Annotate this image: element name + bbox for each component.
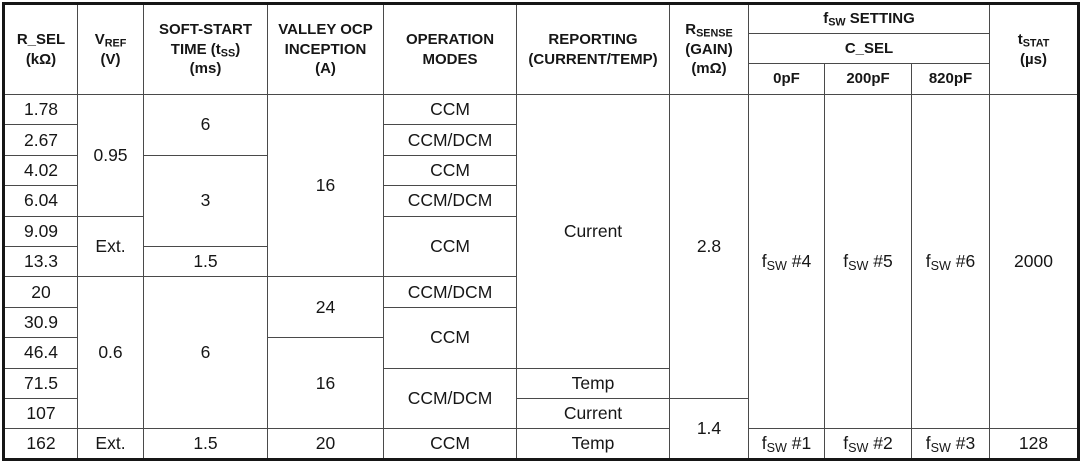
col-header-valley-ocp: VALLEY OCP INCEPTION (A) — [267, 3, 384, 95]
header-row-3: 0pF 200pF 820pF — [4, 63, 1079, 95]
cell-soft-start: 3 — [143, 154, 268, 248]
cell-valley-ocp: 16 — [267, 337, 384, 430]
table-row: 46.4 16 — [3, 337, 1079, 430]
table-row: 13.3 1.5 — [3, 246, 1079, 278]
cell-operation-mode: CCM/DCM — [383, 185, 517, 217]
cell-valley-ocp: 16 — [267, 93, 384, 278]
cell-t-stat: 128 — [989, 428, 1080, 460]
table-row: 162 Ext. 1.5 20 CCM Temp fSW #1 fSW #2 f… — [3, 428, 1080, 460]
table-row: 30.9 CCM — [3, 306, 1079, 369]
cell-fsw-820pf: fSW #6 — [910, 93, 991, 430]
cell-fsw-200pf: fSW #2 — [824, 428, 912, 460]
cell-r-sel: 4.02 — [3, 154, 78, 187]
col-header-200pf: 200pF — [824, 63, 912, 95]
table-body: 1.78 0.95 6 16 CCM Current 2.8 fSW #4 fS… — [3, 93, 1080, 460]
cell-fsw-0pf: fSW #4 — [748, 93, 825, 430]
cell-valley-ocp: 24 — [267, 276, 384, 339]
cell-operation-mode: CCM — [383, 215, 517, 278]
cell-operation-mode: CCM — [383, 93, 517, 126]
cell-r-sel: 2.67 — [3, 124, 78, 156]
cell-r-sense: 1.4 — [669, 398, 749, 460]
col-header-820pf: 820pF — [910, 63, 991, 95]
cell-r-sel: 9.09 — [3, 215, 78, 248]
table-header: R_SEL (kΩ) VREF (V) SOFT-START TIME (tSS) (m… — [3, 3, 1080, 95]
cell-r-sel: 46.4 — [3, 337, 78, 369]
col-header-r-sense: RSENSE (GAIN) (mΩ) — [669, 3, 749, 95]
cell-v-ref: Ext. — [77, 428, 144, 460]
cell-operation-mode: CCM — [383, 154, 517, 187]
cell-r-sel: 20 — [3, 276, 78, 308]
table-row: 107 Current 1.4 — [3, 398, 1079, 460]
table-row: 4.02 3 CCM — [3, 154, 1079, 248]
cell-operation-mode: CCM/DCM — [383, 276, 517, 308]
cell-operation-mode: CCM — [383, 428, 517, 460]
col-header-t-stat: tSTAT (µs) — [989, 3, 1080, 95]
cell-r-sel: 162 — [3, 428, 78, 460]
cell-soft-start: 1.5 — [143, 428, 268, 460]
cell-t-stat: 2000 — [989, 93, 1080, 430]
cell-r-sel: 107 — [3, 398, 78, 430]
cell-v-ref: Ext. — [77, 215, 144, 278]
cell-operation-mode: CCM — [383, 306, 517, 369]
cell-v-ref: 0.95 — [77, 94, 144, 217]
col-header-soft-start-time: SOFT-START TIME (tSS) (ms) — [143, 3, 268, 95]
col-header-operation-modes: OPERATION MODES — [383, 3, 517, 95]
col-header-c-sel: C_SEL — [747, 33, 991, 64]
cell-r-sel: 6.04 — [3, 185, 78, 217]
cell-operation-mode: CCM/DCM — [383, 124, 517, 156]
cell-r-sel: 30.9 — [3, 306, 78, 339]
cell-soft-start: 6 — [143, 276, 268, 430]
cell-r-sel: 13.3 — [3, 246, 78, 278]
cell-fsw-820pf: fSW #3 — [910, 428, 991, 460]
header-row-2: C_SEL — [4, 33, 1079, 64]
header-row-1: R_SEL (kΩ) VREF (V) SOFT-START TIME (tSS) (m… — [3, 3, 1080, 95]
table-row: 71.5 CCM/DCM Temp — [3, 367, 1079, 430]
cell-r-sel: 71.5 — [3, 367, 78, 400]
cell-operation-mode: CCM/DCM — [383, 367, 517, 430]
table-row: 1.78 0.95 6 16 CCM Current 2.8 fSW #4 fS… — [3, 93, 1080, 430]
table-row: 20 0.6 6 24 CCM/DCM — [3, 276, 1079, 430]
cell-r-sense: 2.8 — [669, 93, 749, 400]
col-header-reporting: REPORTING (CURRENT/TEMP) — [516, 3, 670, 95]
cell-soft-start: 1.5 — [143, 246, 268, 278]
col-header-fsw-setting: fSW SETTING — [747, 3, 991, 34]
cell-fsw-0pf: fSW #1 — [748, 428, 825, 460]
col-header-0pf: 0pF — [748, 63, 825, 95]
cell-soft-start: 6 — [143, 94, 268, 156]
cell-reporting: Current — [516, 398, 670, 430]
cell-reporting: Temp — [516, 428, 670, 460]
cell-fsw-200pf: fSW #5 — [824, 93, 912, 430]
table-row: 6.04 CCM/DCM — [3, 185, 1079, 217]
table-row: 2.67 CCM/DCM — [3, 124, 1079, 156]
cell-r-sel: 1.78 — [3, 93, 78, 126]
col-header-v-ref: VREF (V) — [77, 3, 144, 95]
cell-reporting: Temp — [516, 367, 670, 400]
col-header-r-sel: R_SEL (kΩ) — [3, 3, 78, 95]
cell-v-ref: 0.6 — [77, 276, 144, 430]
cell-reporting: Current — [516, 94, 670, 369]
cell-valley-ocp: 20 — [267, 428, 384, 460]
